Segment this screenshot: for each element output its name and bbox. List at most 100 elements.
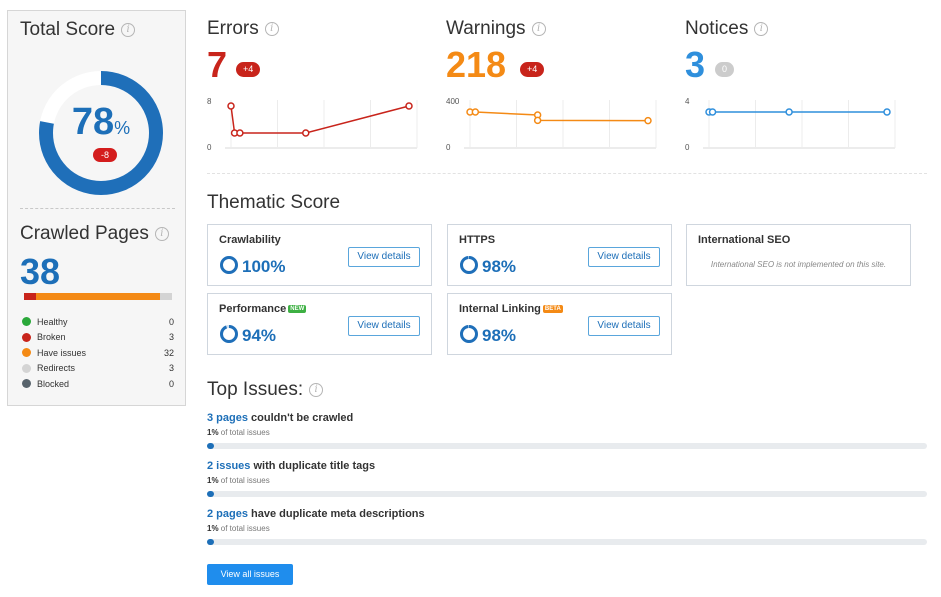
legend-count: 3 — [168, 363, 174, 374]
crawl-bar-segment — [160, 293, 172, 300]
chart-data-point — [302, 129, 310, 137]
ring-arc — [460, 325, 478, 343]
crawlability-score-ring — [220, 256, 238, 274]
issue-description: couldn't be crawled — [247, 412, 354, 424]
issue-percent: 1% — [207, 428, 219, 437]
crawlability-card: Crawlability 100% View details — [207, 224, 432, 286]
info-icon[interactable]: i — [121, 22, 136, 37]
legend-row[interactable]: Broken 3 — [22, 330, 174, 346]
beta-tag: BETA — [542, 305, 563, 314]
issue-link[interactable]: 2 issues — [207, 460, 251, 472]
info-icon[interactable]: i — [154, 226, 169, 241]
issue-progress-bar — [207, 443, 927, 449]
notices-count[interactable]: 3 — [685, 44, 706, 85]
view-details-button[interactable]: View details — [348, 316, 420, 336]
errors-label: Errors — [207, 18, 259, 39]
issue-item: 3 pages couldn't be crawled 1% of total … — [207, 412, 927, 449]
section-divider — [207, 173, 927, 174]
errors-count[interactable]: 7 — [207, 44, 228, 85]
issue-progress-bar — [207, 539, 927, 545]
legend-count: 3 — [168, 332, 174, 343]
legend-row[interactable]: Healthy 0 — [22, 314, 174, 330]
legend-label: Have issues — [37, 347, 87, 358]
crawled-pages-label: Crawled Pages — [20, 223, 149, 244]
new-tag: NEW — [288, 305, 307, 314]
issue-text: 2 issues with duplicate title tags — [207, 460, 927, 472]
warnings-label: Warnings — [446, 18, 526, 39]
issue-share-label: of total issues — [218, 524, 270, 533]
total-score-title: Total Score i — [20, 19, 136, 41]
card-note: International SEO is not implemented on … — [710, 260, 887, 269]
https-score-ring — [460, 256, 478, 274]
notices-label: Notices — [685, 18, 749, 39]
chart-data-point — [405, 102, 413, 110]
card-name: HTTPS — [459, 234, 496, 246]
view-details-button[interactable]: View details — [348, 247, 420, 267]
legend-row[interactable]: Redirects 3 — [22, 361, 174, 377]
legend-dot — [22, 363, 31, 373]
card-score: 94% — [242, 326, 277, 345]
card-score: 98% — [482, 257, 517, 276]
left-summary-panel: Total Score i 78% -8 Crawled Pages i 38 He… — [7, 10, 186, 406]
issue-description: have duplicate meta descriptions — [247, 508, 425, 520]
legend-row[interactable]: Have issues 32 — [22, 345, 174, 361]
legend-count: 0 — [168, 378, 174, 389]
issue-link[interactable]: 3 pages — [207, 412, 248, 424]
card-name: International SEO — [698, 234, 791, 246]
international-seo-card: International SEO International SEO is n… — [686, 224, 911, 286]
view-details-button[interactable]: View details — [588, 316, 660, 336]
issue-item: 2 pages have duplicate meta descriptions… — [207, 508, 927, 545]
view-all-issues-button[interactable]: View all issues — [207, 564, 293, 585]
legend-dot — [22, 379, 31, 389]
warnings-metric: Warnings i 218 +4 400 0 — [446, 18, 666, 158]
card-name-text: Performance — [219, 303, 287, 315]
issue-text: 2 pages have duplicate meta descriptions — [207, 508, 927, 520]
info-icon[interactable]: i — [309, 382, 324, 397]
total-score-ring — [39, 71, 163, 195]
chart-data-point — [236, 129, 244, 137]
crawl-status-legend: Healthy 0 Broken 3 Have issues 32 Redirects 3 Bl… — [22, 314, 174, 392]
info-icon[interactable]: i — [531, 21, 546, 36]
chart-y-max-label: 8 — [207, 97, 212, 106]
issue-share-label: of total issues — [218, 476, 270, 485]
ring-arc — [220, 325, 238, 343]
warnings-title: Warnings i — [446, 18, 666, 40]
card-name: Internal Linking BETA — [459, 303, 563, 315]
info-icon[interactable]: i — [264, 21, 279, 36]
ring-arc — [460, 256, 478, 274]
thematic-score-title: Thematic Score — [207, 192, 341, 213]
top-issues-label: Top Issues: — [207, 379, 304, 400]
chart-data-point — [533, 116, 542, 125]
issue-text: 3 pages couldn't be crawled — [207, 412, 927, 424]
score-ring-arc — [39, 71, 163, 195]
crawl-bar-segment — [35, 293, 161, 300]
https-card: HTTPS 98% View details — [447, 224, 672, 286]
chart-y-min-label: 0 — [207, 143, 212, 152]
info-icon[interactable]: i — [754, 21, 769, 36]
chart-data-point — [227, 102, 235, 110]
issue-share: 1% of total issues — [207, 524, 927, 533]
issue-link[interactable]: 2 pages — [207, 508, 248, 520]
issue-percent: 1% — [207, 476, 219, 485]
issue-share: 1% of total issues — [207, 428, 927, 437]
crawl-status-bar — [24, 293, 172, 300]
issue-progress-fill — [207, 443, 215, 449]
performance-card: Performance NEW 94% View details — [207, 293, 432, 355]
card-score: 98% — [482, 326, 517, 345]
view-details-button[interactable]: View details — [588, 247, 660, 267]
notices-title: Notices i — [685, 18, 905, 40]
total-score-label: Total Score — [20, 19, 116, 40]
issue-progress-bar — [207, 491, 927, 497]
chart-y-max-label: 4 — [685, 97, 690, 106]
notices-trend-chart: 40 — [685, 97, 896, 152]
crawl-bar-segment — [24, 293, 36, 300]
legend-row[interactable]: Blocked 0 — [22, 376, 174, 392]
ring-arc — [220, 256, 238, 274]
warnings-count[interactable]: 218 — [446, 44, 507, 85]
card-name: Crawlability — [219, 234, 281, 246]
top-issues-title: Top Issues: i — [207, 379, 324, 401]
chart-data-point — [883, 108, 891, 116]
internal-linking-score-ring — [460, 325, 478, 343]
